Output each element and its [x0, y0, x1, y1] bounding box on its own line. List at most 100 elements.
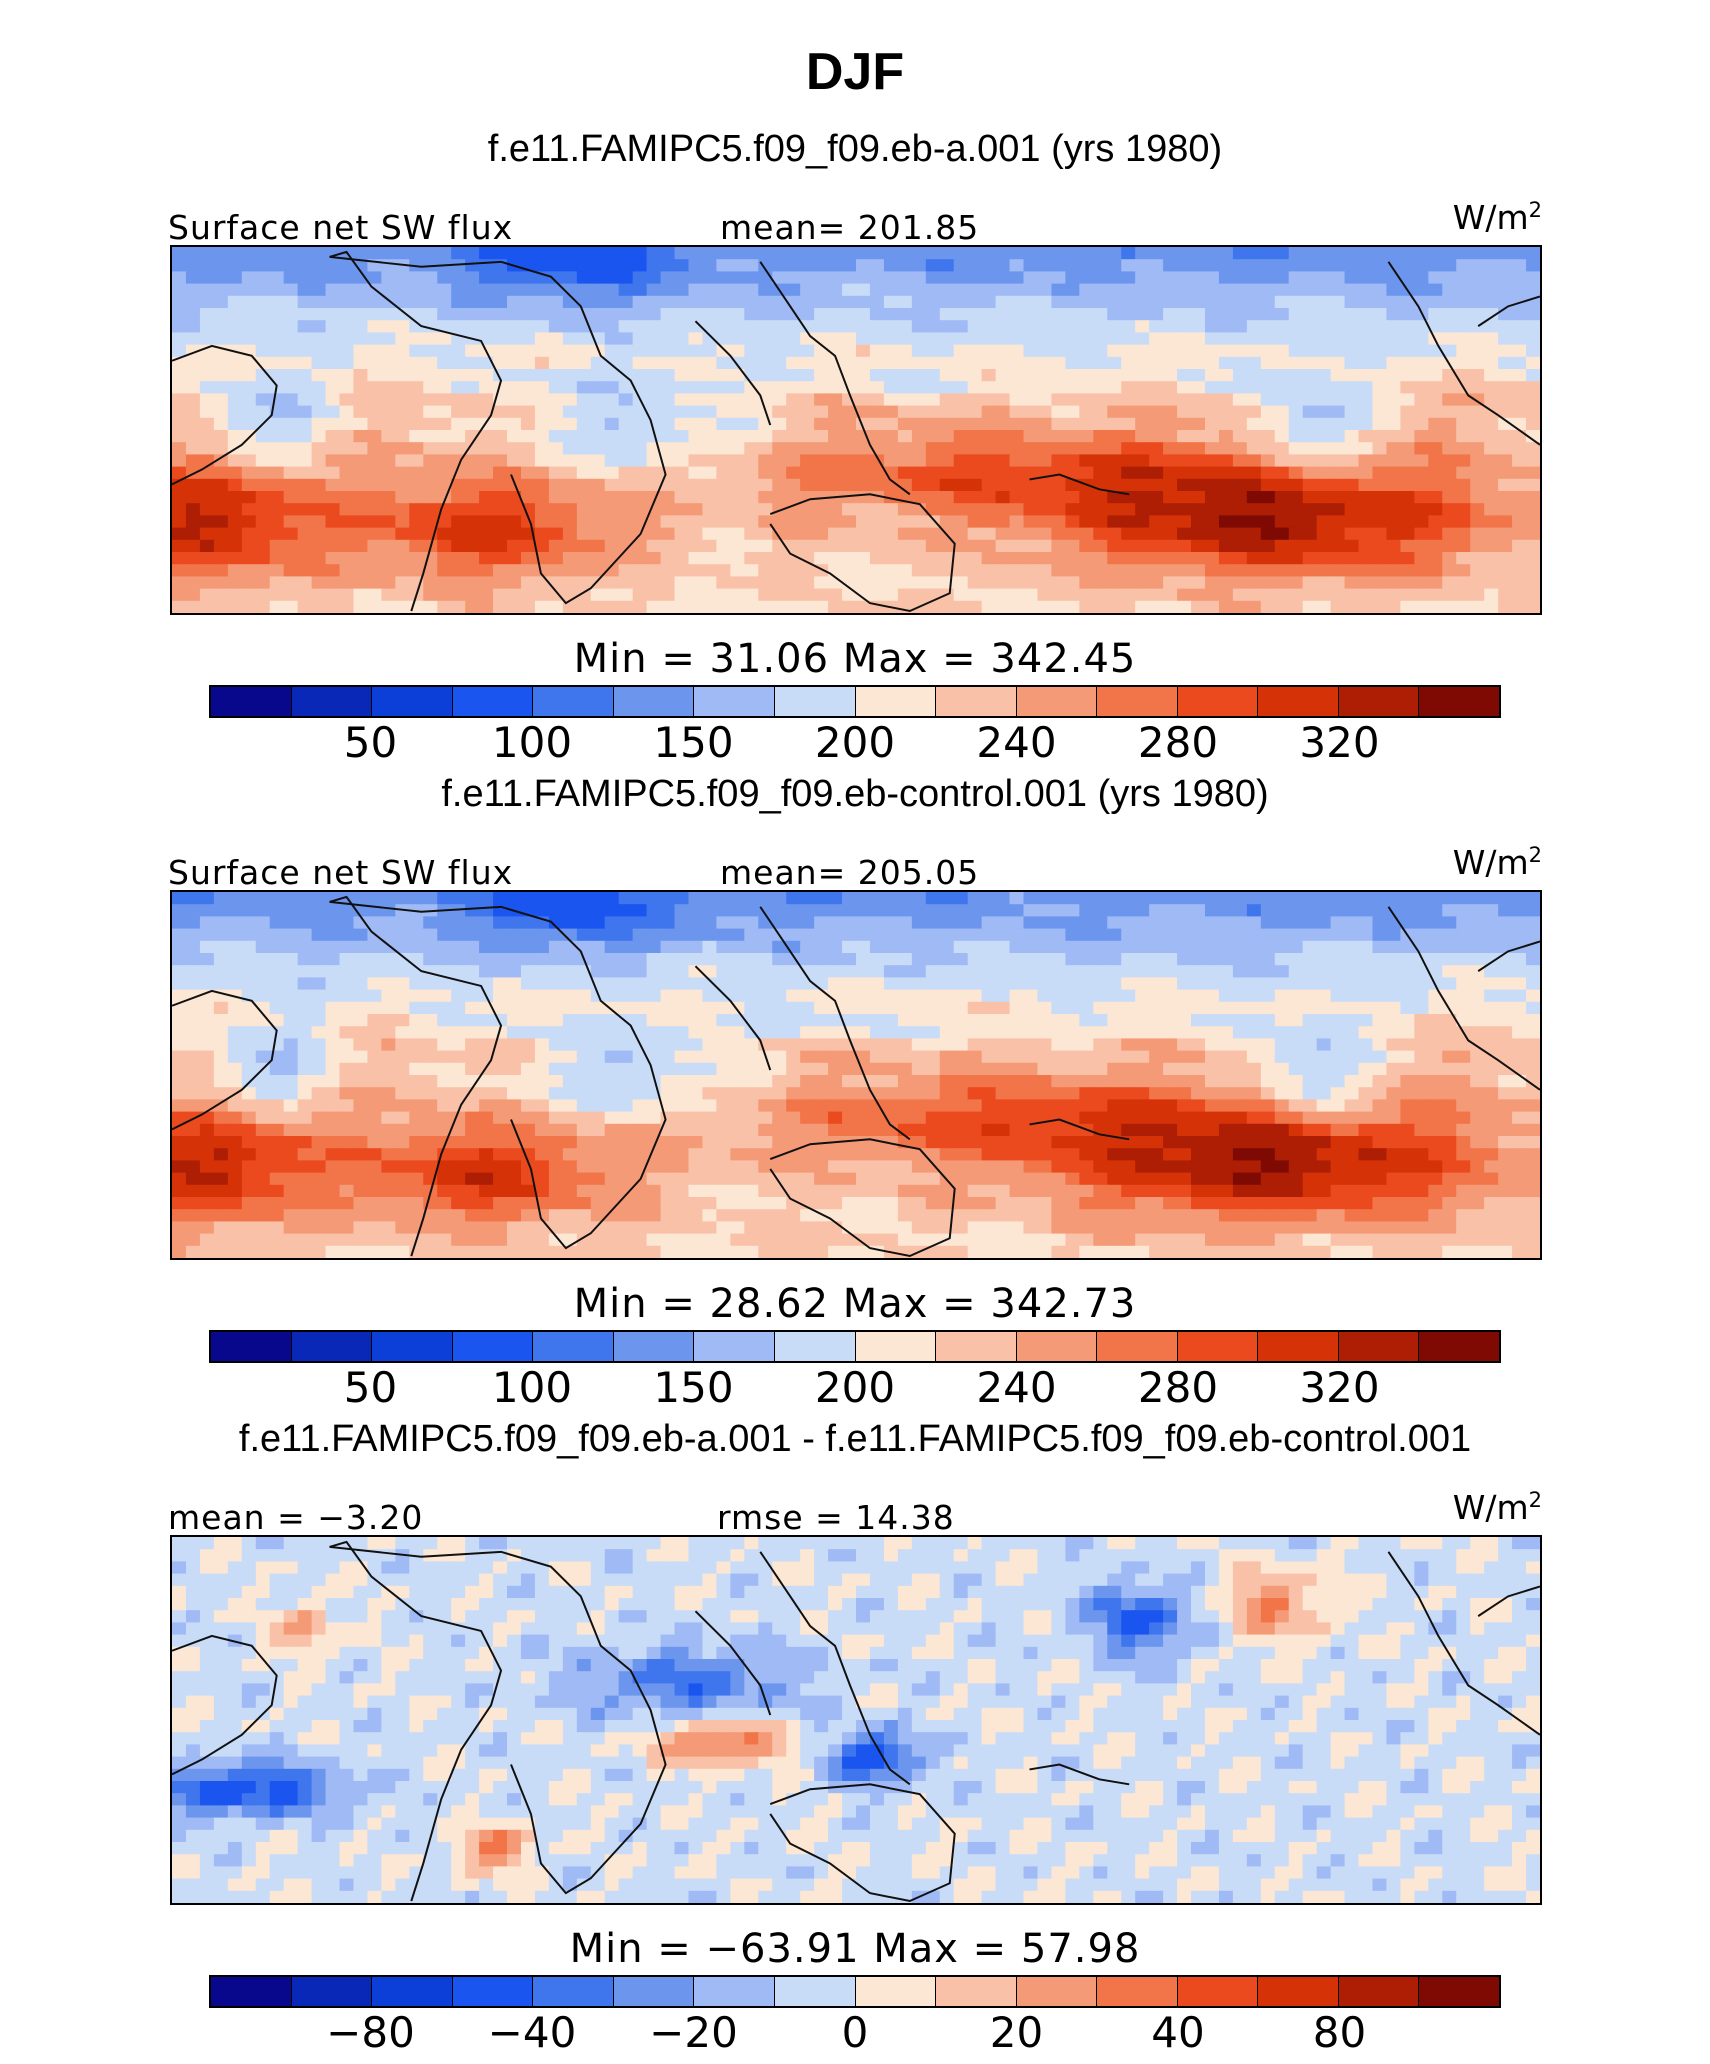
field-cell [1023, 344, 1039, 358]
field-cell [646, 600, 662, 613]
field-cell [911, 551, 927, 565]
field-cell [883, 1136, 899, 1149]
field-cell [646, 332, 662, 346]
field-cell [1107, 259, 1122, 272]
field-cell [339, 539, 355, 553]
field-cell [437, 953, 452, 966]
field-cell [1330, 576, 1346, 590]
field-cell [1260, 247, 1276, 260]
field-cell [1023, 892, 1039, 905]
field-cell [1512, 283, 1527, 297]
field-cell [688, 320, 704, 333]
field-cell [1302, 491, 1318, 504]
field-cell [520, 283, 536, 297]
field-cell [395, 417, 410, 431]
field-cell [576, 1075, 592, 1088]
field-cell [199, 356, 215, 370]
field-cell [925, 295, 941, 309]
field-cell [395, 503, 410, 516]
field-cell [590, 539, 606, 553]
field-cell [1191, 381, 1206, 394]
field-cell [199, 332, 215, 346]
field-cell [213, 515, 229, 529]
field-cell [185, 600, 201, 613]
field-cell [674, 576, 690, 590]
field-cell [241, 368, 257, 382]
field-cell [632, 320, 648, 333]
field-cell [1177, 1001, 1192, 1015]
field-cell [590, 381, 606, 394]
field-cell [953, 564, 969, 577]
field-cell [269, 977, 285, 991]
field-cell [1079, 332, 1094, 346]
field-cell [730, 916, 745, 930]
field-cell [660, 527, 676, 541]
field-cell [856, 892, 871, 905]
field-cell [814, 430, 829, 443]
field-cell [1372, 1026, 1388, 1039]
field-cell [842, 904, 857, 917]
field-cell [618, 1050, 634, 1064]
field-cell [1498, 247, 1513, 260]
field-cell [1232, 1026, 1248, 1039]
field-cell [842, 892, 857, 905]
field-cell [1135, 1111, 1150, 1125]
field-cell [1135, 320, 1150, 333]
field-cell [1526, 965, 1540, 978]
field-cell [353, 588, 369, 602]
field-cell [758, 332, 773, 346]
field-cell [1135, 259, 1150, 272]
field-cell [800, 1001, 815, 1015]
field-cell [325, 588, 341, 602]
field-cell [1093, 892, 1108, 905]
field-cell [1191, 1013, 1206, 1027]
field-cell [632, 466, 648, 480]
field-cell [576, 1099, 592, 1113]
field-cell [199, 940, 215, 954]
field-cell [842, 1001, 857, 1015]
field-cell [1246, 588, 1262, 602]
field-cell [1288, 344, 1304, 358]
field-cell [520, 1087, 536, 1100]
field-cell [241, 564, 257, 577]
field-cell [311, 515, 327, 529]
field-cell [1121, 308, 1136, 321]
field-cell [534, 576, 550, 590]
field-cell [1023, 247, 1039, 260]
field-cell [646, 527, 662, 541]
field-cell [283, 1111, 299, 1125]
field-cell [1274, 491, 1290, 504]
field-cell [632, 295, 648, 309]
field-cell [507, 320, 522, 333]
field-cell [883, 539, 899, 553]
field-cell [465, 928, 480, 942]
field-cell [897, 320, 913, 333]
field-cell [660, 588, 676, 602]
field-cell [911, 940, 927, 954]
field-cell [1288, 1075, 1304, 1088]
field-cell [688, 588, 704, 602]
field-cell [814, 1087, 829, 1100]
field-cell [883, 515, 899, 529]
field-cell [562, 551, 578, 565]
field-cell [465, 1026, 480, 1039]
field-cell [1400, 551, 1415, 565]
field-cell [646, 1075, 662, 1088]
field-cell [604, 916, 620, 930]
field-cell [1065, 430, 1080, 443]
field-cell [1177, 904, 1192, 917]
field-cell [730, 551, 745, 565]
field-cell [255, 295, 271, 309]
field-cell [283, 989, 299, 1003]
field-cell [283, 503, 299, 516]
field-cell [1121, 1087, 1136, 1100]
field-cell [1288, 576, 1304, 590]
field-cell [758, 247, 773, 260]
field-cell [1344, 442, 1360, 455]
field-cell [1037, 405, 1053, 419]
field-cell [1246, 491, 1262, 504]
field-cell [1121, 442, 1136, 455]
field-cell [325, 1062, 341, 1076]
field-cell [1023, 989, 1039, 1003]
field-cell [520, 940, 536, 954]
